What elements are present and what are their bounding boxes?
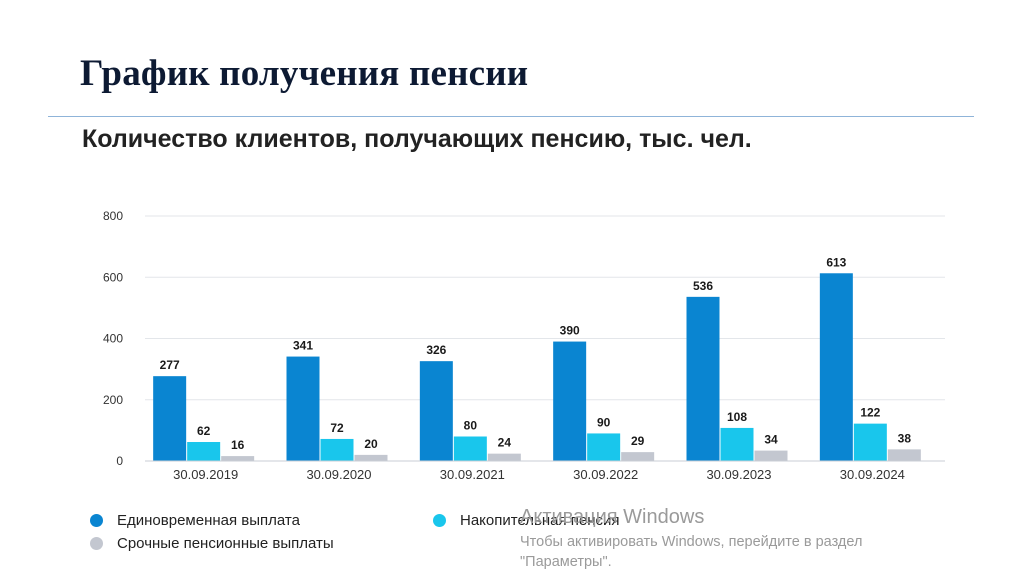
x-tick-label: 30.09.2020 [306,467,371,482]
bar [286,356,320,461]
data-label: 277 [160,358,180,372]
legend-item-lump-sum: Единовременная выплата [90,512,300,529]
legend-swatch-lump-sum [90,514,103,527]
bar [819,273,853,461]
data-label: 24 [498,436,512,450]
data-label: 16 [231,438,245,452]
windows-activation-watermark: Активация Windows Чтобы активировать Win… [520,506,862,572]
data-label: 108 [727,410,747,424]
bar [853,423,887,461]
bar [453,436,487,461]
legend-swatch-funded-pension [433,514,446,527]
legend-label-term-payments: Срочные пенсионные выплаты [117,535,334,552]
data-label: 80 [464,419,478,433]
bar [187,442,221,461]
bar [686,296,720,461]
bar [621,452,655,461]
chart-title: Количество клиентов, получающих пенсию, … [82,125,752,153]
data-label: 62 [197,424,211,438]
bar [320,438,354,461]
slide-title: График получения пенсии [80,53,529,94]
watermark-title: Активация Windows [520,506,705,528]
data-label: 341 [293,339,313,353]
bar [487,453,521,461]
watermark-text: Чтобы активировать Windows, перейдите в … [520,534,863,550]
bar [354,454,388,461]
data-label: 122 [860,406,880,420]
data-label: 326 [426,343,446,357]
x-tick-label: 30.09.2023 [706,467,771,482]
bar [419,361,453,461]
data-label: 72 [330,421,344,435]
data-label: 613 [826,255,846,269]
data-label: 29 [631,434,645,448]
legend-item-funded-pension: Накопительная пенсия [433,512,620,529]
data-label: 536 [693,279,713,293]
x-tick-label: 30.09.2021 [440,467,505,482]
y-tick-label: 0 [116,454,123,468]
watermark-text-settings: "Параметры". [520,554,612,570]
legend-swatch-term-payments [90,537,103,550]
data-label: 38 [898,431,912,445]
x-tick-label: 30.09.2022 [573,467,638,482]
data-label: 34 [764,433,778,447]
y-tick-label: 200 [103,393,123,407]
data-label: 390 [560,324,580,338]
data-label: 90 [597,415,611,429]
legend-label-lump-sum: Единовременная выплата [117,512,300,529]
bar [720,427,754,461]
bar [887,449,921,461]
legend-item-term-payments: Срочные пенсионные выплаты [90,535,334,552]
bar [221,456,255,461]
y-tick-label: 800 [103,209,123,223]
x-tick-label: 30.09.2019 [173,467,238,482]
x-tick-label: 30.09.2024 [840,467,905,482]
y-tick-label: 600 [103,270,123,284]
bar [754,450,788,461]
y-tick-label: 400 [103,332,123,346]
bar [587,433,621,461]
bar [553,341,587,461]
legend-label-funded-pension: Накопительная пенсия [460,512,620,529]
title-divider [48,116,974,117]
data-label: 20 [364,437,378,451]
bar [153,376,187,461]
